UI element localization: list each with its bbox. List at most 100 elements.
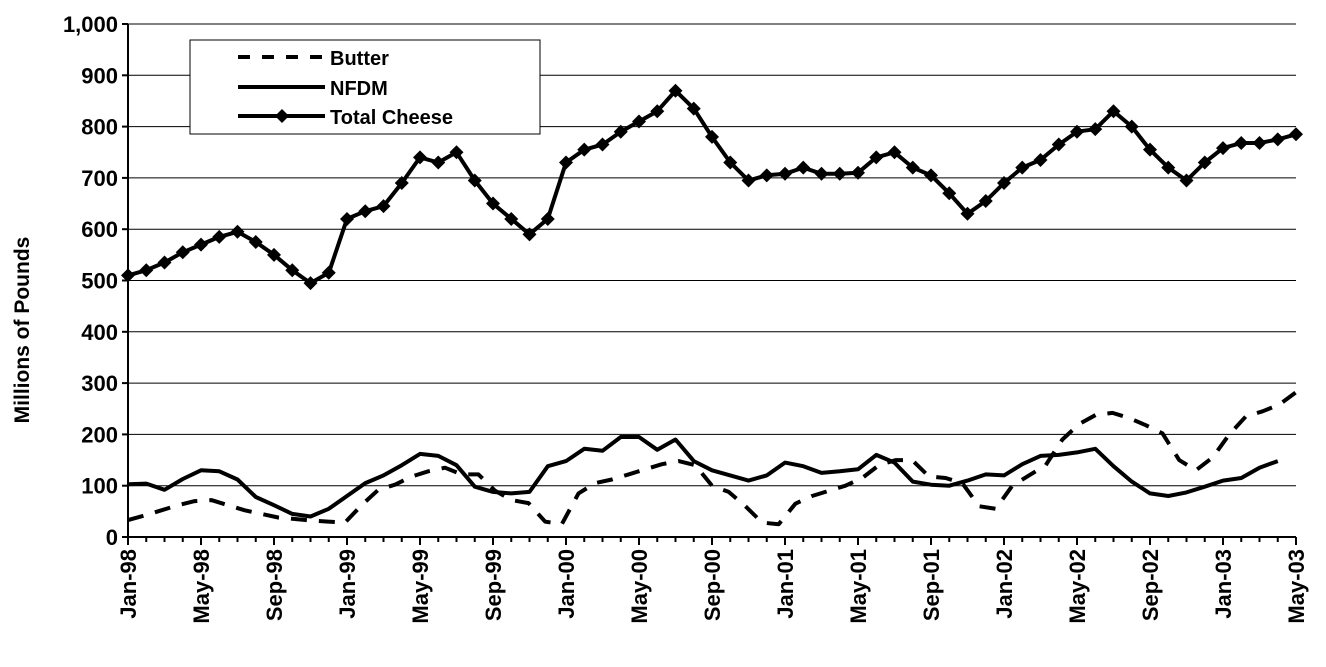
series-layer (121, 83, 1303, 527)
y-tick-label: 800 (81, 115, 118, 140)
data-point-total-cheese (960, 206, 975, 221)
data-point-total-cheese (248, 235, 263, 250)
data-point-total-cheese (431, 155, 446, 170)
y-axis-ticks: 0 100 200 300 400 500 600 700 800 900 1,000 (63, 12, 128, 550)
data-point-total-cheese (741, 173, 756, 188)
data-point-total-cheese (504, 211, 519, 226)
x-tick-label: May-99 (408, 549, 433, 624)
data-point-total-cheese (139, 263, 154, 278)
gridlines (128, 23, 1296, 487)
x-tick-label: May-01 (846, 549, 871, 624)
data-point-total-cheese (394, 176, 409, 191)
data-point-total-cheese (1124, 119, 1139, 134)
data-point-total-cheese (778, 166, 792, 181)
data-point-total-cheese (595, 137, 610, 152)
y-tick-label: 300 (81, 371, 118, 396)
y-tick-label: 1,000 (63, 12, 118, 37)
series-line-nfdm (127, 435, 1279, 519)
data-point-total-cheese (832, 166, 847, 181)
data-point-total-cheese (1033, 152, 1048, 167)
x-tick-label: Jan-99 (335, 549, 360, 619)
data-point-total-cheese (887, 145, 902, 160)
legend: Butter NFDM Total Cheese (189, 39, 541, 135)
data-point-total-cheese (924, 168, 938, 183)
data-point-total-cheese (613, 124, 628, 139)
data-point-total-cheese (540, 211, 555, 226)
x-tick-label: Sep-99 (481, 549, 506, 621)
x-tick-label: Sep-01 (919, 549, 944, 621)
x-tick-label: Sep-00 (700, 549, 725, 621)
data-point-total-cheese (577, 142, 592, 157)
data-point-total-cheese (1216, 141, 1230, 156)
data-point-total-cheese (1070, 124, 1084, 139)
y-axis-label: Millions of Pounds (11, 237, 34, 424)
data-point-total-cheese (997, 176, 1011, 191)
x-tick-label: Sep-02 (1138, 549, 1163, 621)
y-tick-label: 100 (81, 474, 118, 499)
data-point-total-cheese (814, 166, 829, 181)
legend-label-total-cheese: Total Cheese (330, 107, 453, 129)
data-point-total-cheese (486, 196, 500, 211)
data-point-total-cheese (723, 155, 738, 170)
data-point-total-cheese (194, 237, 208, 252)
x-tick-label: May-98 (189, 549, 214, 624)
x-tick-label: Jan-02 (992, 549, 1017, 619)
data-point-total-cheese (467, 173, 482, 188)
x-tick-label: Sep-98 (262, 549, 287, 621)
data-point-total-cheese (212, 229, 227, 244)
x-tick-label: Jan-01 (773, 549, 798, 619)
data-point-total-cheese (905, 160, 920, 175)
data-point-total-cheese (157, 255, 172, 270)
data-point-total-cheese (358, 204, 373, 219)
legend-marker-total-cheese (275, 109, 289, 123)
data-point-total-cheese (522, 227, 537, 242)
data-point-total-cheese (650, 104, 665, 119)
y-tick-label: 200 (81, 422, 118, 447)
data-point-total-cheese (796, 160, 811, 175)
data-point-total-cheese (1197, 155, 1212, 170)
y-tick-label: 500 (81, 269, 118, 294)
data-point-total-cheese (449, 145, 464, 160)
data-point-total-cheese (1252, 136, 1267, 151)
x-tick-label: Jan-98 (116, 549, 141, 619)
data-point-total-cheese (851, 165, 865, 180)
data-point-total-cheese (321, 265, 336, 280)
x-tick-label: May-02 (1065, 549, 1090, 624)
data-point-total-cheese (759, 168, 774, 183)
data-point-total-cheese (668, 83, 683, 98)
legend-label-butter: Butter (330, 48, 389, 70)
data-point-total-cheese (1179, 173, 1194, 188)
data-point-total-cheese (267, 247, 281, 262)
y-tick-label: 400 (81, 320, 118, 345)
data-point-total-cheese (175, 245, 190, 260)
y-tick-label: 600 (81, 217, 118, 242)
data-point-total-cheese (376, 199, 391, 214)
data-point-total-cheese (303, 276, 318, 291)
y-tick-label: 0 (106, 525, 118, 550)
data-point-total-cheese (1015, 160, 1030, 175)
data-point-total-cheese (230, 224, 245, 239)
data-point-total-cheese (1106, 104, 1121, 119)
data-point-total-cheese (1143, 142, 1157, 157)
x-tick-label: Jan-00 (554, 549, 579, 619)
legend-label-nfdm: NFDM (330, 78, 388, 100)
x-tick-label: May-03 (1284, 549, 1309, 624)
x-tick-label: Jan-03 (1211, 549, 1236, 619)
data-point-total-cheese (1270, 132, 1285, 147)
data-point-total-cheese (1088, 122, 1103, 137)
data-point-total-cheese (1234, 136, 1249, 151)
data-point-total-cheese (705, 129, 719, 144)
data-point-total-cheese (632, 114, 646, 129)
data-point-total-cheese (559, 155, 573, 170)
data-point-total-cheese (978, 193, 993, 208)
data-point-total-cheese (340, 211, 354, 226)
data-point-total-cheese (869, 150, 884, 165)
data-point-total-cheese (1289, 127, 1303, 142)
x-tick-label: May-00 (627, 549, 652, 624)
data-point-total-cheese (1161, 160, 1176, 175)
data-point-total-cheese (942, 186, 957, 201)
data-point-total-cheese (686, 101, 701, 116)
x-axis-ticks: Jan-98 May-98 Sep-98 Jan-99 May-99 Sep-99 Jan-… (116, 537, 1309, 624)
y-tick-label: 900 (81, 63, 118, 88)
